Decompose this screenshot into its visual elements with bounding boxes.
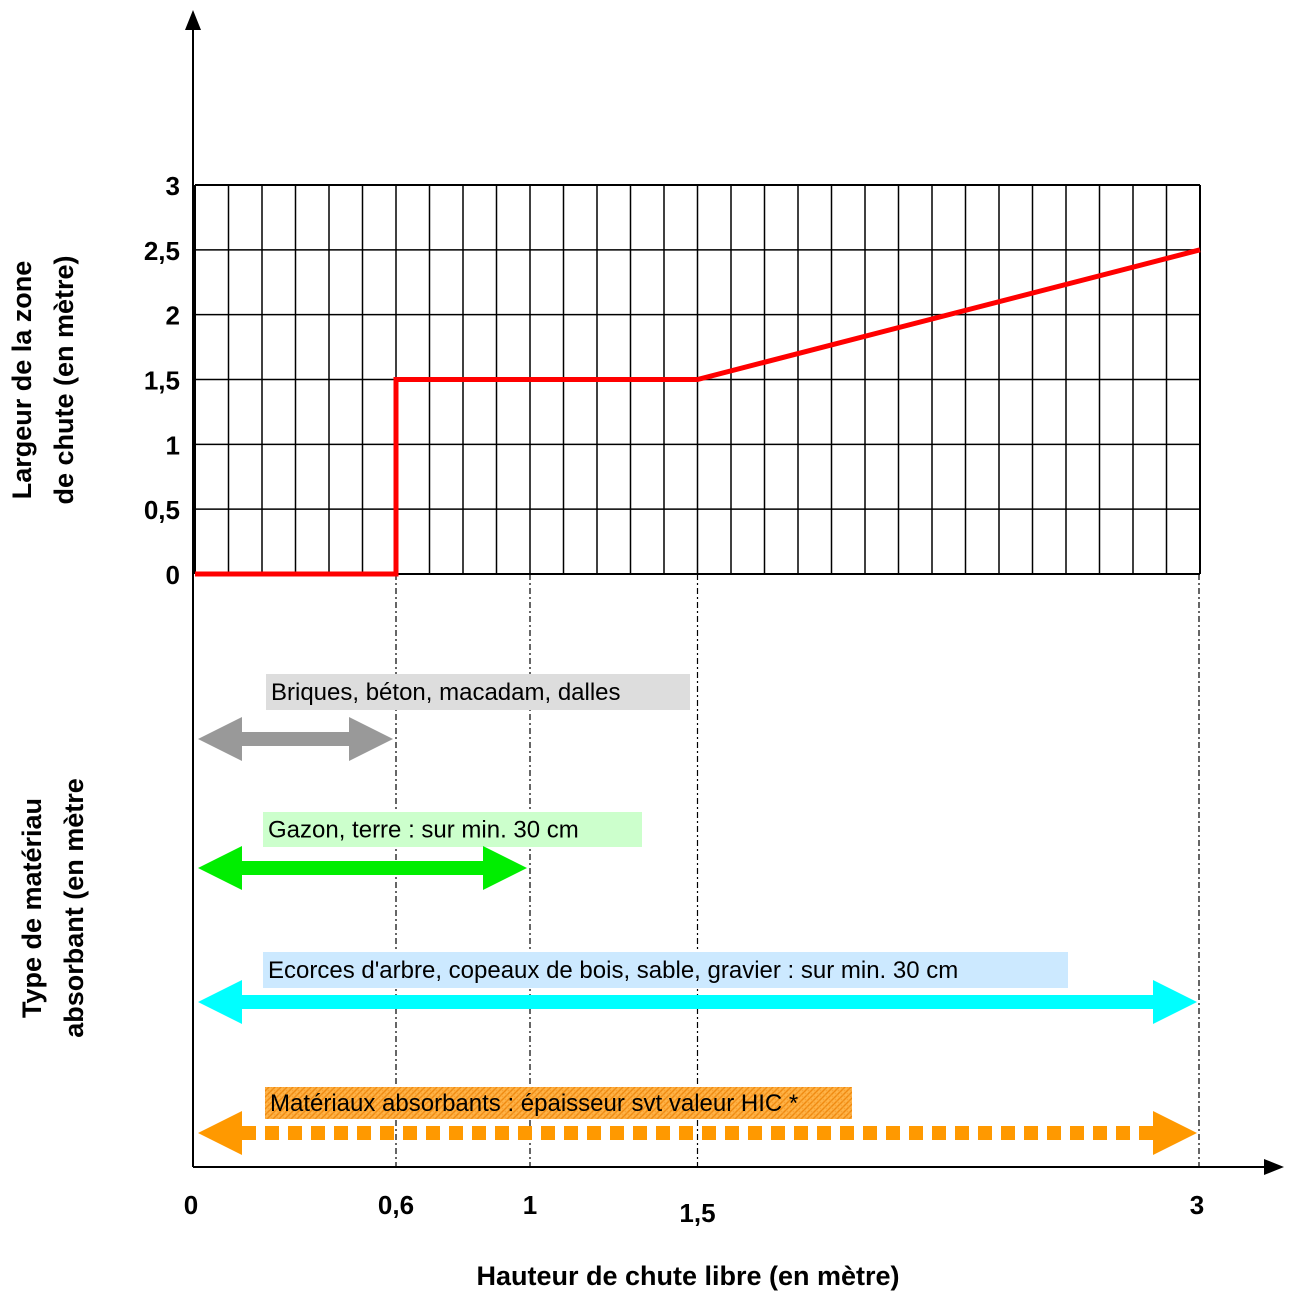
y-tick-label: 0,5 [144, 495, 180, 525]
material-arrowhead-right [483, 846, 527, 890]
material-label-bg [263, 952, 1068, 988]
x-axis-label: Hauteur de chute libre (en mètre) [476, 1261, 899, 1291]
y-tick-label: 3 [166, 171, 180, 201]
y-tick-label: 1,5 [144, 366, 180, 396]
material-row: Gazon, terre : sur min. 30 cm [198, 812, 642, 890]
material-axis-label-line-1: Type de matériau [17, 798, 47, 1018]
material-label-bg [265, 1087, 852, 1119]
materials-layer: Briques, béton, macadam, dalles Gazon, te… [198, 674, 1197, 1155]
material-axis-label-line-2: absorbant (en mètre [59, 778, 89, 1038]
y-tick-label: 2,5 [144, 236, 180, 266]
x-tick-label: 3 [1190, 1190, 1204, 1220]
material-arrowhead-left [198, 980, 242, 1024]
material-label-bg [266, 674, 690, 710]
material-label: Briques, béton, macadam, dalles [271, 679, 621, 706]
guide-lines [395, 574, 1200, 1167]
material-arrowhead-right [349, 717, 393, 761]
series-line [195, 247, 1201, 577]
tick-labels: 0 0,5 1 1,5 2 2,5 3 0 0,6 1 1,5 3 [144, 171, 1204, 1228]
y-axis-label-line-2: de chute (en mètre) [49, 255, 79, 504]
material-arrowhead-left [198, 1111, 242, 1155]
axes [185, 10, 1284, 1175]
y-tick-label: 2 [166, 301, 180, 331]
material-label-bg [263, 812, 642, 847]
y-axis-label-line-1: Largeur de la zone [7, 261, 37, 500]
material-arrowhead-left [198, 717, 242, 761]
x-tick-label: 1 [523, 1190, 537, 1220]
material-label: Matériaux absorbants : épaisseur svt val… [270, 1090, 798, 1117]
series-layer [195, 247, 1201, 577]
y-tick-label: 0 [166, 560, 180, 590]
x-axis-arrowhead [1264, 1159, 1284, 1175]
material-label: Ecorces d'arbre, copeaux de bois, sable,… [268, 957, 958, 984]
y-tick-label: 1 [166, 430, 180, 460]
material-arrowhead-right [1153, 980, 1197, 1024]
material-row: Ecorces d'arbre, copeaux de bois, sable,… [198, 952, 1197, 1024]
x-tick-label: 0,6 [378, 1190, 414, 1220]
material-arrowhead-right [1153, 1111, 1197, 1155]
material-arrowhead-left [198, 846, 242, 890]
y-axis-arrowhead [185, 10, 201, 30]
material-label: Gazon, terre : sur min. 30 cm [268, 817, 579, 844]
x-tick-label: 1,5 [679, 1198, 715, 1228]
x-tick-label: 0 [184, 1190, 198, 1220]
material-row: Matériaux absorbants : épaisseur svt val… [198, 1087, 1197, 1155]
material-row: Briques, béton, macadam, dalles [198, 674, 690, 761]
